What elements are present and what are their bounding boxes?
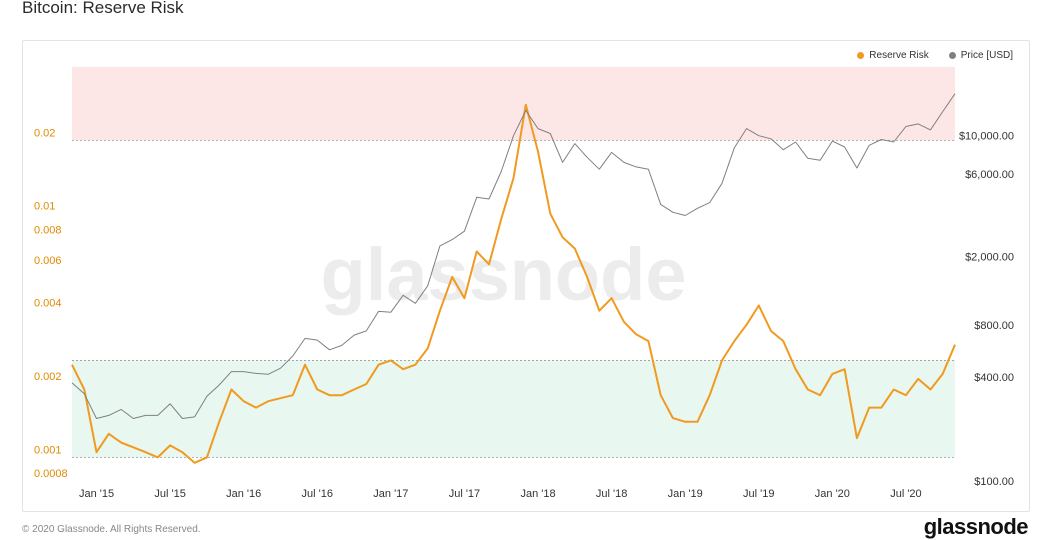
y-right-tick-label: $400.00 [974,372,1014,384]
legend-label-reserve-risk: Reserve Risk [869,50,929,61]
watermark-text: glassnode [321,233,687,316]
x-tick-label: Jan '15 [79,488,114,500]
y-left-tick-label: 0.004 [34,298,62,310]
y-left-tick-label: 0.02 [34,127,55,139]
danger-zone-band [72,67,955,141]
x-tick-label: Jul '20 [890,488,921,500]
reserve-risk-dot-icon [857,52,865,59]
price-usd-series-line [71,93,956,419]
x-tick-label: Jul '15 [154,488,185,500]
chart-legend: Reserve Risk Price [USD] [857,50,1013,61]
x-tick-label: Jan '18 [520,488,555,500]
y-left-tick-label: 0.002 [34,371,62,383]
reserve-risk-series-line [71,103,956,464]
y-right-tick-label: $800.00 [974,320,1014,332]
x-tick-label: Jul '18 [596,488,627,500]
x-tick-label: Jan '20 [815,488,850,500]
x-tick-label: Jan '16 [226,488,261,500]
y-left-tick-label: 0.001 [34,444,62,456]
x-tick-label: Jul '19 [743,488,774,500]
x-tick-label: Jul '17 [449,488,480,500]
y-left-tick-label: 0.006 [34,255,62,267]
page-title: Bitcoin: Reserve Risk [22,0,184,17]
x-tick-label: Jan '19 [668,488,703,500]
y-left-tick-label: 0.01 [34,201,55,213]
y-right-tick-label: $10,000.00 [959,131,1014,143]
y-left-tick-label: 0.0008 [34,468,68,480]
price-dot-icon [948,52,956,59]
x-tick-label: Jul '16 [302,488,333,500]
footer-brand-logo: glassnode [923,514,1029,539]
legend-label-price: Price [USD] [960,50,1013,61]
y-left-tick-label: 0.008 [34,224,62,236]
y-right-tick-label: $100.00 [974,476,1014,488]
x-tick-label: Jan '17 [373,488,408,500]
legend-item-price[interactable]: Price [USD] [948,50,1013,61]
footer-copyright: © 2020 Glassnode. All Rights Reserved. [22,524,201,535]
safe-zone-band [72,360,955,458]
y-right-tick-label: $2,000.00 [965,251,1014,263]
y-right-tick-label: $6,000.00 [965,169,1014,181]
legend-item-reserve-risk[interactable]: Reserve Risk [857,50,929,61]
